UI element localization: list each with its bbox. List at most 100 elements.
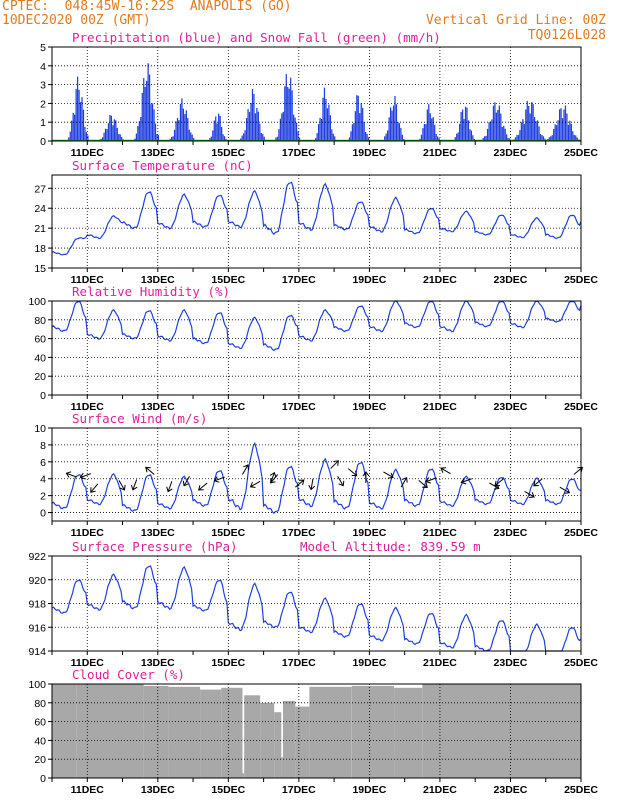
precip-bar: [366, 133, 368, 141]
precip-bar: [401, 134, 403, 141]
precip-bar: [323, 87, 326, 141]
cloud-bar: [295, 706, 310, 778]
precip-bar: [425, 124, 427, 141]
precip-bar: [84, 126, 86, 141]
rh-xtick-label: 17DEC: [282, 401, 316, 413]
cloud-bar: [394, 687, 423, 778]
precip-bar: [563, 109, 565, 141]
cloud-xtick-label: 13DEC: [141, 784, 175, 796]
precip-bar: [157, 135, 160, 141]
precip-bar: [519, 130, 521, 141]
wind-arrow: [80, 473, 91, 478]
precip-bar: [121, 136, 123, 141]
precip-bar: [247, 109, 249, 141]
wind-arrow: [90, 483, 99, 493]
temp-xtick-label: 25DEC: [564, 274, 598, 286]
pressure-xtick-label: 15DEC: [211, 657, 245, 669]
precip-xtick-label: 17DEC: [282, 147, 316, 159]
precip-bar: [566, 113, 568, 141]
precip-bar: [569, 120, 571, 141]
cloud-xtick-label: 21DEC: [423, 784, 457, 796]
precip-bar: [326, 108, 329, 141]
precip-bar: [254, 113, 257, 141]
wind-arrow: [418, 480, 428, 488]
wind-arrow-head: [90, 487, 96, 493]
cloud-xtick-label: 11DEC: [71, 784, 105, 796]
precip-bar: [428, 104, 430, 141]
wind-ytick-label: 8: [40, 440, 46, 452]
rh-xtick-label: 15DEC: [211, 401, 245, 413]
precip-bar: [514, 137, 517, 141]
temp-ytick-label: 15: [34, 263, 46, 275]
wind-arrow-head: [440, 467, 447, 473]
precip-bar: [69, 131, 71, 141]
precip-bar: [328, 104, 330, 141]
wind-arrow: [559, 486, 570, 494]
precip-bar: [332, 133, 334, 141]
cloud-bar: [281, 757, 283, 778]
precip-bar: [276, 136, 279, 141]
precip-bar: [454, 137, 456, 141]
precip-bar: [298, 137, 301, 141]
precip-bar: [144, 86, 146, 141]
precip-bar: [137, 126, 139, 141]
precip-bar: [279, 118, 282, 141]
wind-arrow: [295, 479, 305, 488]
wind-ytick-label: 6: [40, 457, 46, 469]
precip-bar: [348, 137, 351, 141]
precip-bar: [181, 98, 183, 141]
rh-xtick-label: 23DEC: [494, 401, 528, 413]
wind-arrow-head: [422, 482, 428, 489]
rh-title: Relative Humidity (%): [72, 284, 230, 299]
precip-bar: [491, 119, 493, 141]
precip-bar: [576, 137, 578, 141]
precip-bar: [356, 95, 358, 141]
cloud-xtick-label: 15DEC: [211, 784, 245, 796]
precip-bar: [285, 74, 287, 141]
precip-bar: [334, 136, 336, 141]
precip-bar: [68, 137, 70, 141]
precip-bar: [431, 118, 433, 141]
wind-arrow-head: [351, 470, 358, 477]
rh-xtick-label: 21DEC: [423, 401, 457, 413]
precip-bar: [173, 129, 176, 141]
wind-arrow-head: [213, 476, 220, 483]
cloud-bar: [260, 702, 275, 778]
precip-bar: [140, 117, 142, 141]
precip-bar: [295, 122, 298, 141]
precip-bar: [541, 135, 543, 141]
precip-bar: [554, 124, 556, 141]
precip-bar: [435, 134, 437, 141]
cloud-xtick-label: 23DEC: [494, 784, 528, 796]
wind-arrow: [461, 478, 472, 483]
wind-arrow-head: [460, 478, 467, 485]
precip-title: Precipitation (blue) and Snow Fall (gree…: [72, 30, 441, 45]
wind-arrow: [242, 464, 249, 475]
precip-bar: [523, 123, 525, 141]
wind-arrow: [337, 475, 344, 486]
precip-bar: [460, 112, 462, 141]
rh-frame: [51, 300, 582, 396]
wind-xtick-label: 13DEC: [141, 527, 175, 539]
temp-ytick-label: 21: [34, 223, 46, 235]
precip-bar: [156, 134, 158, 141]
temp-series-line: [51, 181, 582, 256]
precip-bar: [215, 116, 217, 141]
wind-arrow-head: [529, 492, 535, 498]
precip-bar: [548, 137, 550, 141]
precip-bar: [516, 135, 518, 141]
precip-bar: [567, 124, 570, 141]
precip-bar: [385, 133, 387, 141]
wind-xtick-label: 17DEC: [282, 527, 316, 539]
precip-bar: [190, 132, 192, 141]
precip-bar: [176, 117, 179, 141]
precip-bar: [297, 131, 299, 141]
cloud-bar: [221, 687, 243, 778]
precip-bar: [325, 98, 327, 141]
cloud-bar: [283, 700, 296, 778]
precip-bar: [87, 135, 89, 141]
wind-arrow-head: [119, 484, 126, 491]
precip-bar: [456, 133, 458, 141]
cloud-ytick-label: 20: [34, 754, 46, 766]
precip-bar: [432, 117, 434, 141]
